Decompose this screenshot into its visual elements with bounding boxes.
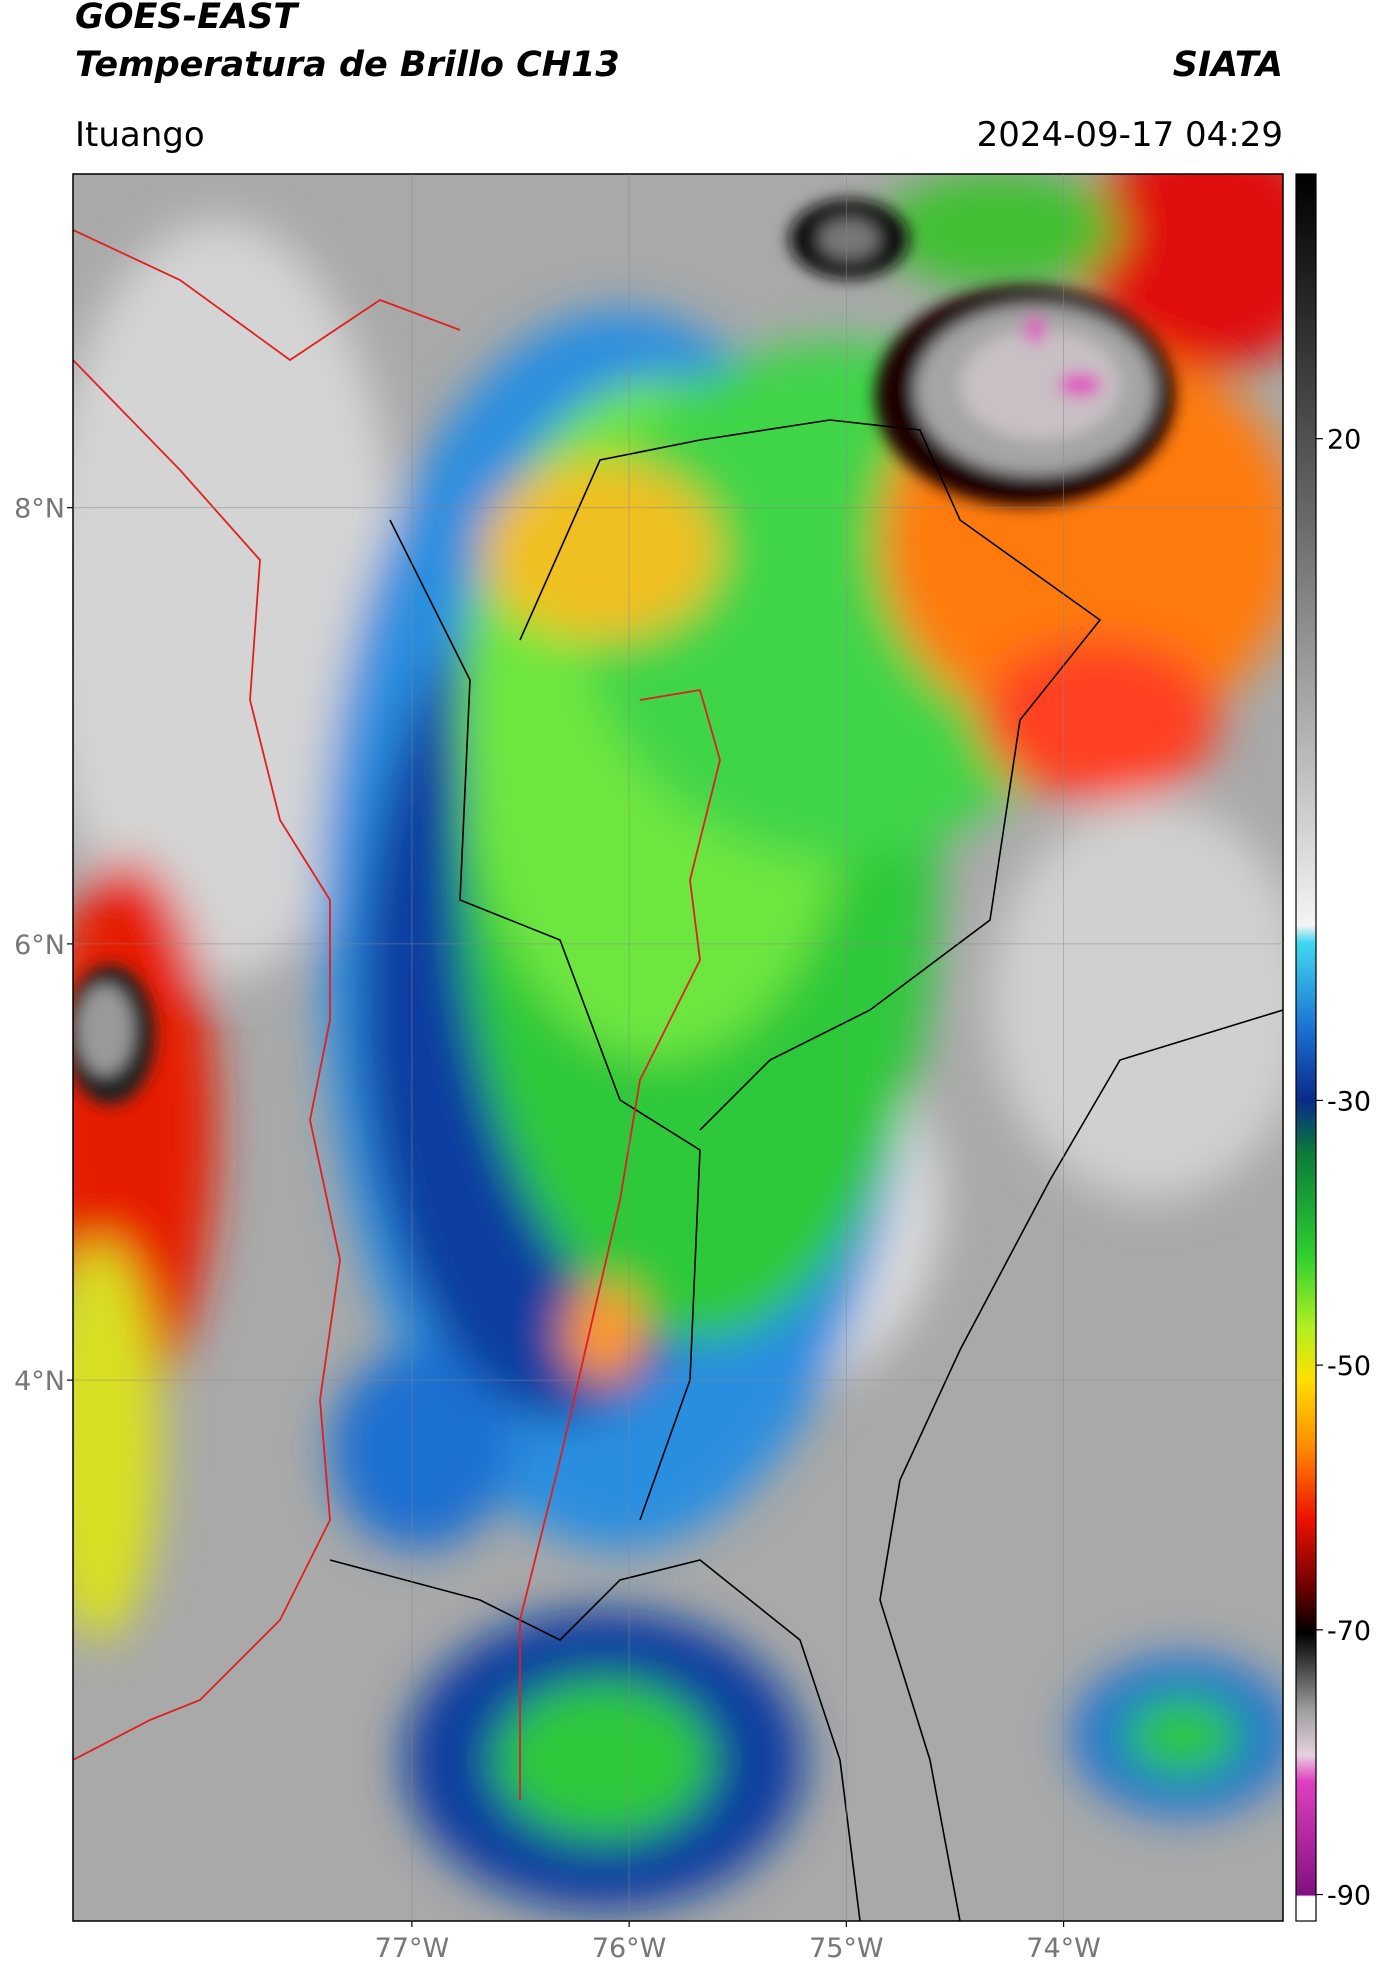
lon-tick-label: 75°W <box>809 1933 884 1964</box>
lat-tick-label: 4°N <box>14 1366 65 1397</box>
subtitle: Temperatura de Brillo CH13 <box>75 45 620 85</box>
colorbar-tick-label: 20 <box>1327 425 1361 456</box>
title: GOES-EAST <box>75 0 300 37</box>
lon-tick-label: 76°W <box>592 1933 667 1964</box>
timestamp: 2024-09-17 04:29 <box>977 115 1283 155</box>
lon-tick-label: 74°W <box>1026 1933 1101 1964</box>
colorbar-tick-label: -30 <box>1327 1086 1371 1117</box>
map-frame <box>72 173 1284 1922</box>
lat-tick-label: 6°N <box>14 930 65 961</box>
lon-tick-label: 77°W <box>375 1933 450 1964</box>
satellite-image <box>73 174 1283 1921</box>
source: SIATA <box>1173 45 1283 85</box>
colorbar-tick-label: -70 <box>1327 1616 1371 1647</box>
lat-tick-label: 8°N <box>14 494 65 525</box>
colorbar-tick-label: -90 <box>1327 1881 1371 1912</box>
colorbar-tick-label: -50 <box>1327 1351 1371 1382</box>
colorbar <box>1295 173 1317 1922</box>
location: Ituango <box>75 115 205 155</box>
